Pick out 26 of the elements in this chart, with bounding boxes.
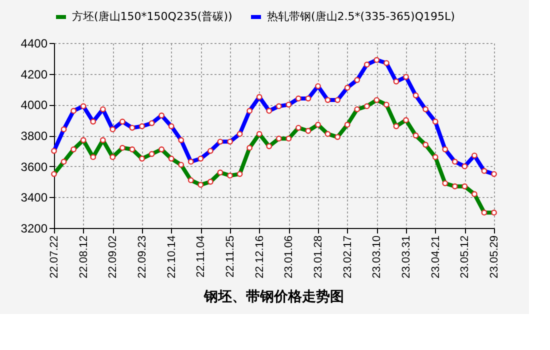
y-tick-label: 3200 xyxy=(20,222,48,236)
x-tick-label: 23.02.17 xyxy=(342,236,354,278)
x-tick-label: 22.10.14 xyxy=(166,236,178,278)
x-tick-label: 23.05.29 xyxy=(488,236,500,278)
x-tick-label: 22.11.25 xyxy=(224,236,236,278)
y-tick-label: 3400 xyxy=(20,190,48,205)
x-tick-label: 23.04.21 xyxy=(430,236,442,278)
x-tick-label: 22.09.02 xyxy=(107,236,120,278)
x-tick-label: 23.01.28 xyxy=(312,236,324,278)
x-tick-label: 22.11.04 xyxy=(195,236,208,278)
legend-label: 方坯(唐山150*150Q235(普碳)) xyxy=(72,10,232,23)
x-tick-label: 23.01.06 xyxy=(283,236,296,278)
x-tick-label: 23.03.10 xyxy=(371,236,384,278)
y-tick-label: 4000 xyxy=(20,98,48,112)
x-tick-label: 22.08.12 xyxy=(78,236,90,278)
x-tick-label: 23.03.31 xyxy=(400,236,412,278)
x-tick-label: 22.09.23 xyxy=(136,236,148,278)
y-tick-label: 3600 xyxy=(20,160,48,174)
x-tick-label: 22.07.22 xyxy=(48,236,60,278)
y-tick-label: 3800 xyxy=(20,129,48,143)
y-tick-label: 4400 xyxy=(20,36,48,50)
text: 钢坯、带钢价格走势图 xyxy=(203,288,344,305)
legend-label: 热轧带钢(唐山2.5*(335-365)Q195L) xyxy=(267,10,455,23)
x-tick-label: 23.05.12 xyxy=(459,236,472,278)
x-tick-label: 22.12.16 xyxy=(254,236,266,278)
y-tick-label: 4200 xyxy=(20,67,48,82)
